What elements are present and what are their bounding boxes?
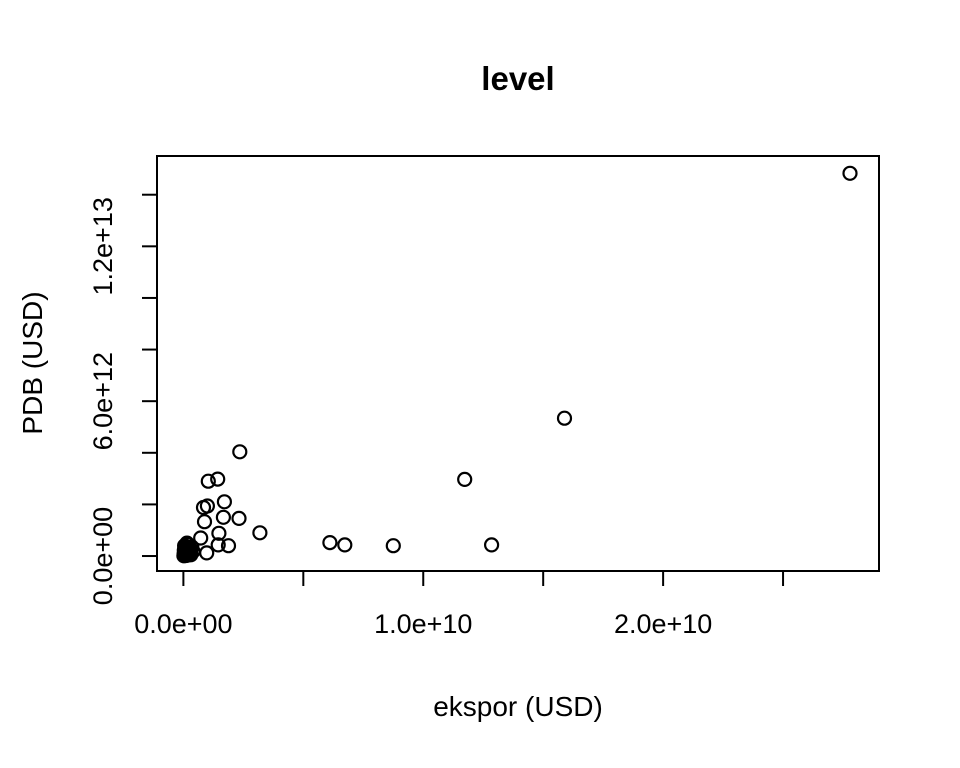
x-tick-label: 2.0e+10 — [614, 609, 712, 639]
data-point — [337, 537, 353, 553]
y-axis-tick-labels: 0.0e+00 6.0e+12 1.2e+13 — [88, 197, 118, 605]
data-point — [180, 546, 196, 562]
data-point — [232, 444, 248, 460]
data-points-layer — [176, 165, 858, 564]
y-axis-ticks — [142, 193, 156, 558]
x-axis-ticks — [182, 572, 785, 586]
y-tick-label: 6.0e+12 — [88, 352, 118, 450]
x-axis-tick-labels: 0.0e+00 1.0e+10 2.0e+10 — [134, 609, 712, 639]
data-point — [385, 538, 401, 554]
data-point — [211, 525, 227, 541]
data-point — [842, 165, 858, 181]
data-point — [215, 509, 231, 525]
data-point — [216, 494, 232, 510]
y-axis-title: PDB (USD) — [17, 291, 48, 434]
data-point — [193, 530, 209, 546]
data-point — [252, 525, 268, 541]
x-axis-title: ekspor (USD) — [433, 691, 603, 722]
data-point — [196, 514, 213, 530]
data-point — [556, 410, 573, 426]
x-tick-label: 0.0e+00 — [134, 609, 232, 639]
data-point — [210, 471, 226, 487]
data-point — [176, 542, 192, 559]
data-point — [457, 471, 473, 487]
data-point — [231, 510, 247, 527]
data-point — [210, 537, 226, 553]
y-tick-label: 1.2e+13 — [88, 197, 118, 295]
y-tick-label: 0.0e+00 — [88, 507, 118, 605]
data-point — [199, 545, 215, 561]
chart-title: level — [481, 60, 554, 97]
x-tick-label: 1.0e+10 — [374, 609, 472, 639]
data-point — [484, 537, 500, 553]
data-point — [220, 538, 237, 554]
data-point — [199, 498, 215, 514]
data-point — [322, 534, 338, 551]
plot-border — [156, 155, 880, 572]
data-point — [200, 473, 216, 489]
